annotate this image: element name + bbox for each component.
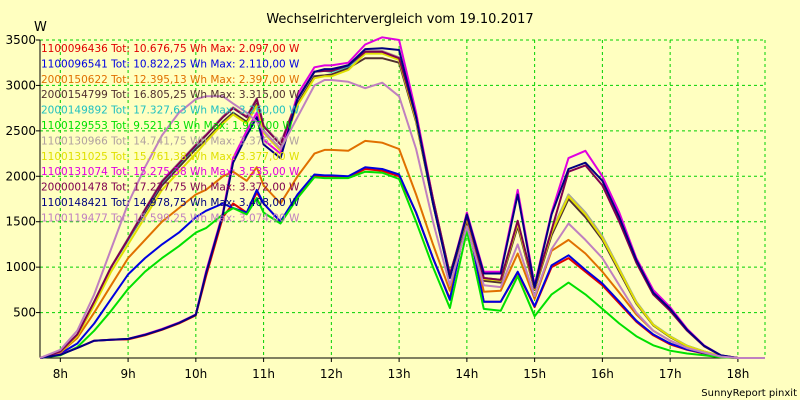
legend-entry-8: 1100131025 Tot: 15.761,38 Wh Max: 3.377,… <box>41 151 300 163</box>
x-tick-label: 13h <box>388 367 411 381</box>
y-tick-label: 500 <box>13 306 36 320</box>
legend-entry-2: 1100096541 Tot: 10.822,25 Wh Max: 2.110,… <box>41 58 300 70</box>
series-lines <box>39 36 765 359</box>
x-tick-label: 17h <box>659 367 682 381</box>
x-tick-label: 15h <box>523 367 546 381</box>
y-tick-label: 3000 <box>5 78 36 92</box>
series-line-8 <box>39 52 765 359</box>
series-line-12 <box>39 79 765 359</box>
legend-entry-5: 2000149892 Tot: 17.327,63 Wh Max: 3.260,… <box>41 105 300 117</box>
legend-entry-6: 1100129553 Tot: 9.521,13 Wh Max: 1.967,0… <box>41 120 293 132</box>
y-tick-label: 3500 <box>5 33 36 47</box>
x-tick-label: 9h <box>120 367 135 381</box>
x-tick-label: 12h <box>320 367 343 381</box>
legend-entry-1: 1100096436 Tot: 10.676,75 Wh Max: 2.097,… <box>41 43 300 55</box>
footer-credit: SunnyReport pinxit <box>701 388 797 399</box>
x-tick-label: 18h <box>726 367 749 381</box>
x-tick-label: 14h <box>455 367 478 381</box>
y-tick-label: 1000 <box>5 260 36 274</box>
legend-entry-4: 2000154799 Tot: 16.805,25 Wh Max: 3.315,… <box>41 89 300 101</box>
series-line-6 <box>39 170 765 359</box>
y-tick-label: 2500 <box>5 124 36 138</box>
legend: 1100096436 Tot: 10.676,75 Wh Max: 2.097,… <box>41 43 300 224</box>
x-tick-label: 11h <box>252 367 275 381</box>
chart-title: Wechselrichtervergleich vom 19.10.2017 <box>266 12 533 27</box>
legend-entry-9: 1100131074 Tot: 15.275,38 Wh Max: 3.535,… <box>41 166 300 178</box>
legend-entry-10: 2000001478 Tot: 17.227,75 Wh Max: 3.372,… <box>41 182 300 194</box>
legend-entry-3: 2000150622 Tot: 12.395,13 Wh Max: 2.397,… <box>41 74 300 86</box>
series-line-2 <box>39 166 765 359</box>
x-tick-label: 16h <box>591 367 614 381</box>
legend-entry-11: 1100148421 Tot: 14.978,75 Wh Max: 3.408,… <box>41 197 300 209</box>
y-axis-unit-label: W <box>34 20 47 35</box>
y-tick-label: 2000 <box>5 169 36 183</box>
grid <box>40 39 766 358</box>
series-line-11 <box>39 47 765 359</box>
legend-entry-12: 1100119477 Tot: 15.599,25 Wh Max: 3.074,… <box>41 212 300 224</box>
x-tick-label: 10h <box>184 367 207 381</box>
x-tick-label: 8h <box>53 367 68 381</box>
axes: 8h 9h 10h 11h 12h 13h 14h 15h 16h 17h 18h 500 1000 15… <box>5 33 765 381</box>
series-line-10 <box>39 50 765 359</box>
y-tick-label: 1500 <box>5 215 36 229</box>
legend-entry-7: 1100130966 Tot: 14.741,75 Wh Max: 3.376,… <box>41 135 300 147</box>
